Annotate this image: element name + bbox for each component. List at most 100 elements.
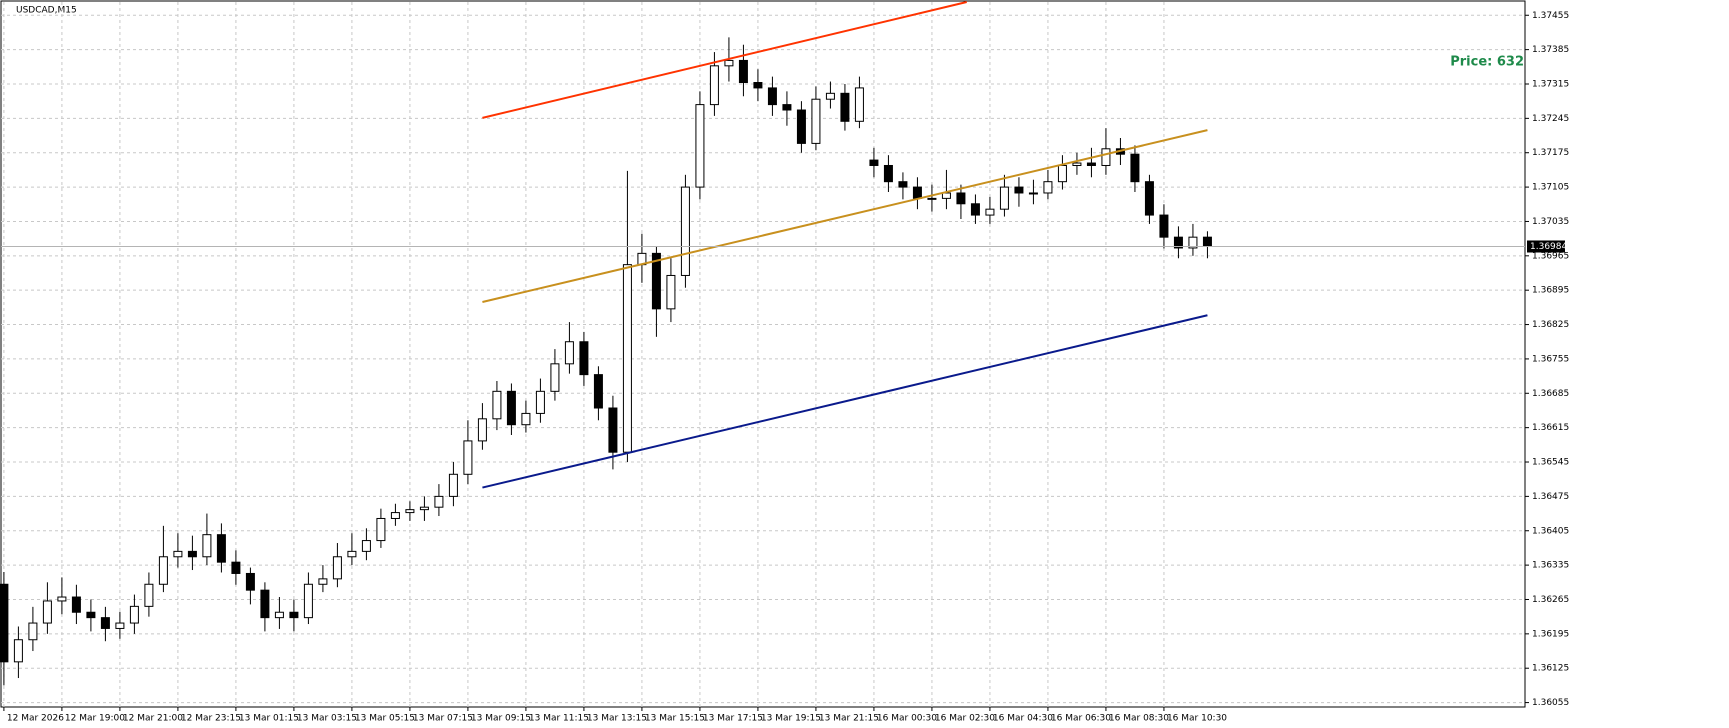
x-tick-label: 16 Mar 10:30 — [1167, 714, 1227, 724]
x-tick-label: 12 Mar 23:15 — [181, 714, 241, 724]
candle-body — [1188, 236, 1198, 249]
x-tick-label: 12 Mar 2026 — [7, 714, 64, 724]
y-tick-label: 1.36475 — [1532, 492, 1569, 502]
candle-body — [695, 104, 705, 188]
y-tick-label: 1.36895 — [1532, 286, 1569, 296]
candle-body — [941, 192, 951, 199]
candle-body — [927, 197, 937, 200]
candle-body — [535, 390, 545, 414]
candle-body — [796, 109, 806, 144]
y-tick-label: 1.36405 — [1532, 526, 1569, 536]
candle-body — [521, 412, 531, 426]
candle-body — [593, 374, 603, 409]
x-tick-label: 13 Mar 19:15 — [761, 714, 821, 724]
trendline — [482, 129, 1208, 303]
x-tick-label: 16 Mar 06:30 — [1051, 714, 1111, 724]
x-tick-label: 16 Mar 00:30 — [877, 714, 937, 724]
candle-body — [1014, 186, 1024, 194]
y-tick-label: 1.36195 — [1532, 629, 1569, 639]
y-tick-label: 1.37455 — [1532, 11, 1569, 21]
candle-body — [419, 506, 429, 511]
y-tick-label: 1.36615 — [1532, 423, 1569, 433]
candle-body — [347, 550, 357, 558]
y-tick-label: 1.36545 — [1532, 458, 1569, 468]
y-tick-label: 1.37245 — [1532, 114, 1569, 124]
candle-body — [1043, 181, 1053, 194]
candle-body — [1144, 181, 1154, 216]
candle-body — [434, 495, 444, 508]
candle-body — [231, 561, 241, 574]
candle-body — [738, 59, 748, 84]
candle-body — [651, 252, 661, 310]
candle-body — [767, 87, 777, 106]
candle-body — [811, 98, 821, 144]
candle-body — [724, 59, 734, 67]
candle-body — [173, 550, 183, 558]
plot-frame — [0, 0, 1526, 708]
candle-body — [782, 104, 792, 111]
y-tick-label: 1.37315 — [1532, 79, 1569, 89]
x-tick-label: 13 Mar 09:15 — [471, 714, 531, 724]
candle-body — [550, 363, 560, 392]
x-tick-label: 13 Mar 15:15 — [645, 714, 705, 724]
candle-body — [883, 164, 893, 183]
candle-body — [898, 181, 908, 188]
candle-body — [115, 622, 125, 629]
x-tick-label: 16 Mar 02:30 — [935, 714, 995, 724]
candle-body — [1173, 236, 1183, 249]
y-tick-label: 1.36685 — [1532, 389, 1569, 399]
x-tick-label: 12 Mar 21:00 — [123, 714, 183, 724]
candle-body — [202, 534, 212, 558]
price-label-box — [1527, 240, 1565, 253]
y-tick-label: 1.36055 — [1532, 698, 1569, 708]
candle-body — [970, 203, 980, 216]
y-tick-label: 1.37105 — [1532, 183, 1569, 193]
x-tick-label: 13 Mar 05:15 — [355, 714, 415, 724]
x-tick-label: 16 Mar 08:30 — [1109, 714, 1169, 724]
x-tick-label: 13 Mar 01:15 — [239, 714, 299, 724]
candle-body — [840, 92, 850, 122]
candle-body — [260, 589, 270, 619]
price-label: 1.36984 — [1530, 242, 1567, 252]
candle-body — [622, 264, 632, 453]
candle-body — [0, 583, 9, 663]
candle-body — [187, 550, 197, 558]
y-tick-label: 1.36825 — [1532, 320, 1569, 330]
candle-body — [1130, 153, 1140, 183]
y-tick-label: 1.37035 — [1532, 217, 1569, 227]
candle-body — [86, 611, 96, 619]
candle-body — [666, 274, 676, 310]
candle-body — [854, 87, 864, 122]
candle-body — [57, 596, 67, 602]
x-tick-label: 16 Mar 04:30 — [993, 714, 1053, 724]
x-tick-label: 13 Mar 11:15 — [529, 714, 589, 724]
candle-body — [1057, 164, 1067, 183]
candle-body — [825, 92, 835, 100]
annotation: Price: 632 — [1450, 55, 1524, 70]
candle-body — [1159, 214, 1169, 238]
candle-body — [709, 65, 719, 106]
y-tick-label: 1.37175 — [1532, 148, 1569, 158]
candle-body — [477, 418, 487, 442]
candle-body — [1101, 148, 1111, 166]
candle-body — [216, 534, 226, 563]
y-tick-label: 1.36335 — [1532, 561, 1569, 571]
candle-body — [608, 407, 618, 453]
candle-body — [144, 583, 154, 607]
candle-body — [463, 440, 473, 475]
trendline — [482, 1, 967, 119]
candle-body — [289, 611, 299, 619]
chart-title: USDCAD,M15 — [16, 6, 77, 16]
y-tick-label: 1.36265 — [1532, 595, 1569, 605]
candle-body — [376, 517, 386, 542]
candle-body — [361, 540, 371, 552]
x-tick-label: 13 Mar 07:15 — [413, 714, 473, 724]
x-tick-label: 12 Mar 19:00 — [65, 714, 125, 724]
x-tick-label: 13 Mar 17:15 — [703, 714, 763, 724]
candle-body — [492, 390, 502, 420]
candle-body — [912, 186, 922, 199]
candle-body — [303, 583, 313, 619]
candle-body — [274, 611, 284, 619]
candle-body — [680, 186, 690, 276]
